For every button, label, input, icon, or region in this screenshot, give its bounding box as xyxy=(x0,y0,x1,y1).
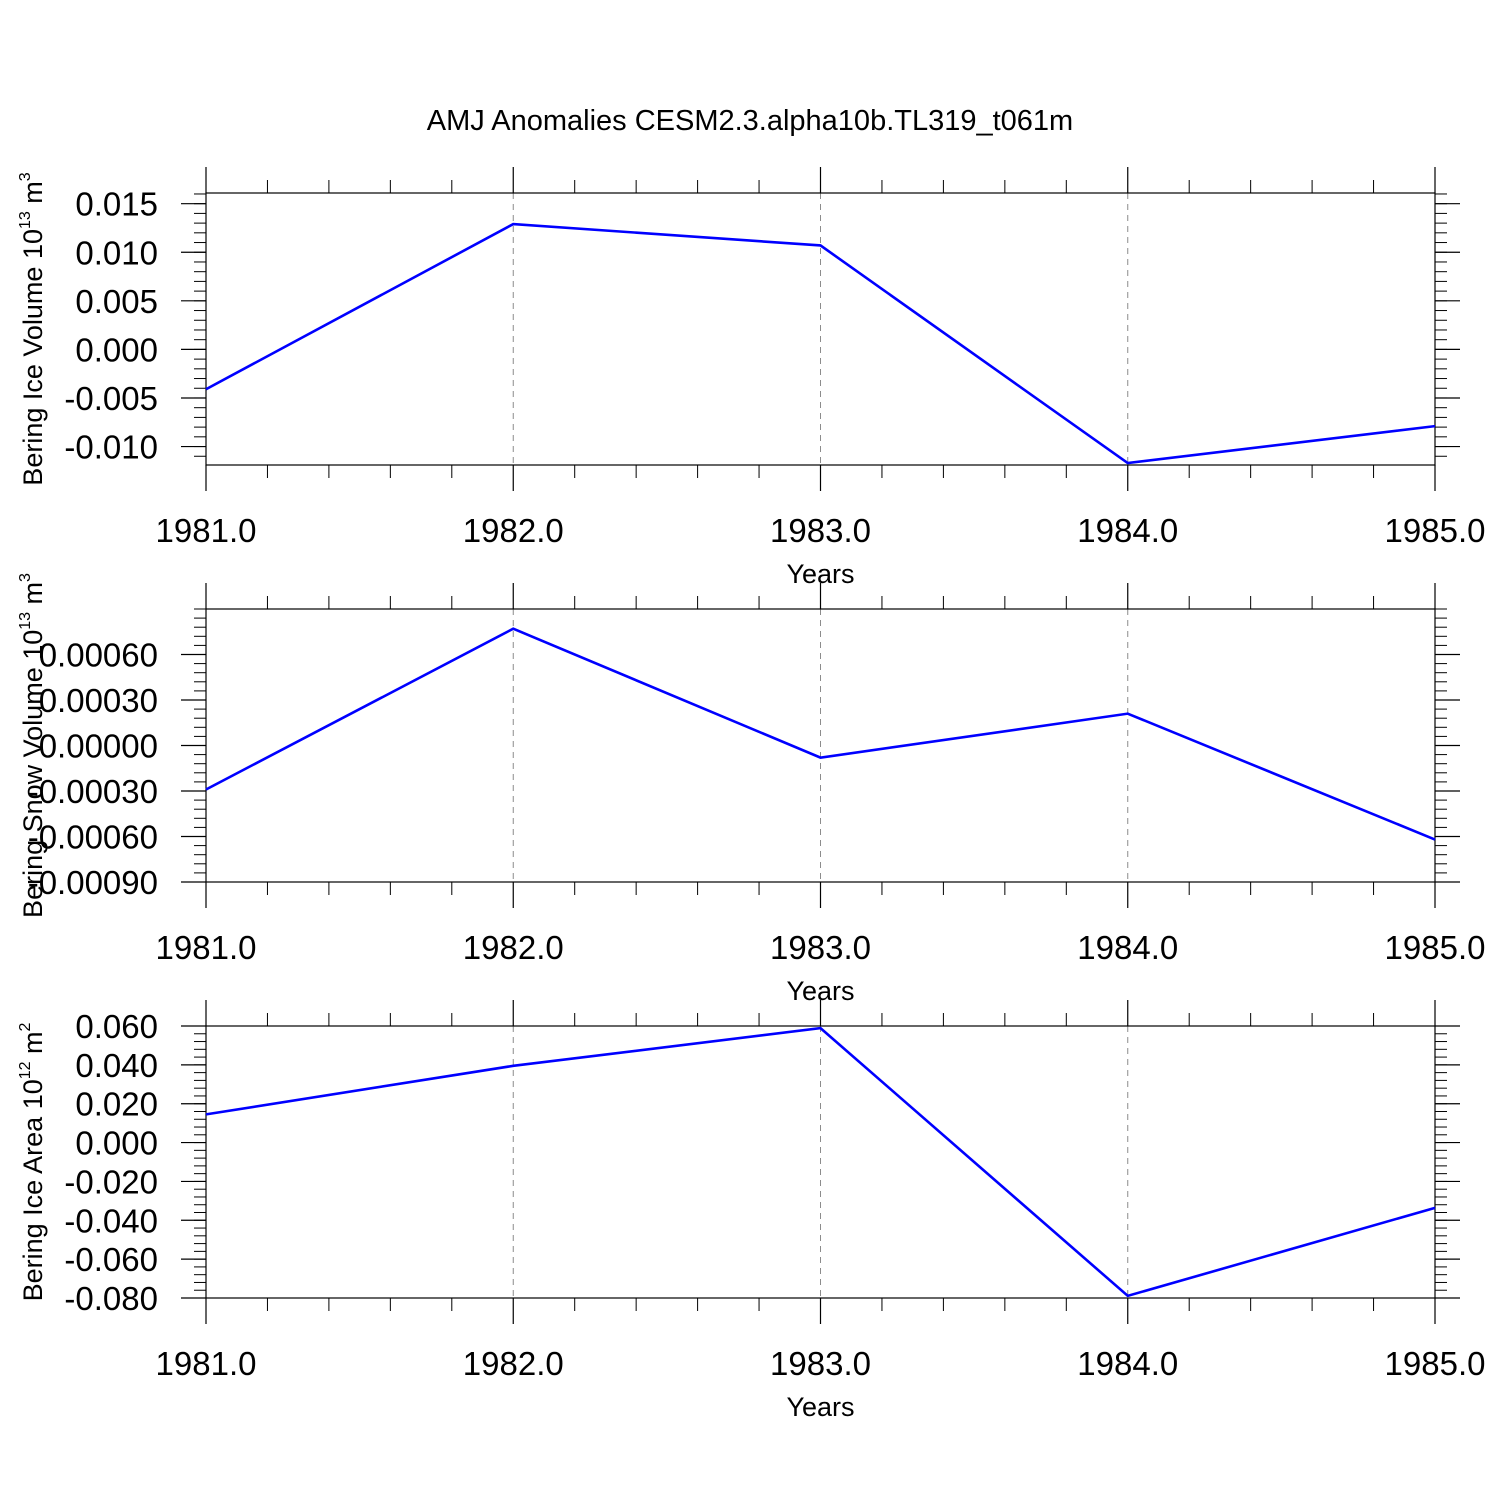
y-tick-label: -0.040 xyxy=(64,1202,158,1239)
y-tick-label: 0.00000 xyxy=(39,728,158,765)
x-tick-label: 1981.0 xyxy=(156,512,257,549)
y-tick-label: -0.005 xyxy=(64,380,158,417)
y-tick-label: 0.00030 xyxy=(39,682,158,719)
y-axis-label: Bering Ice Area 1012 m2 xyxy=(17,1022,48,1301)
y-axis-label-text: m xyxy=(18,1031,48,1061)
y-tick-label: -0.080 xyxy=(64,1280,158,1317)
x-tick-label: 1982.0 xyxy=(463,1345,564,1382)
y-tick-label: -0.00090 xyxy=(28,864,158,901)
y-tick-label: 0.020 xyxy=(75,1086,158,1123)
y-tick-label: 0.005 xyxy=(75,283,158,320)
x-tick-label: 1985.0 xyxy=(1385,1345,1486,1382)
y-axis-label: Bering Snow Volume 1013 m3 xyxy=(17,573,48,918)
x-tick-label: 1981.0 xyxy=(156,1345,257,1382)
x-tick-label: 1984.0 xyxy=(1077,1345,1178,1382)
x-tick-label: 1983.0 xyxy=(770,1345,871,1382)
y-tick-label: 0.010 xyxy=(75,234,158,271)
x-tick-label: 1985.0 xyxy=(1385,512,1486,549)
x-tick-label: 1983.0 xyxy=(770,929,871,966)
y-axis-label-text: Bering Ice Volume 10 xyxy=(18,229,48,486)
x-tick-label: 1984.0 xyxy=(1077,929,1178,966)
y-axis-label-text: Bering Ice Area 10 xyxy=(18,1079,48,1301)
y-axis-label-text: m xyxy=(18,181,48,211)
x-tick-label: 1981.0 xyxy=(156,929,257,966)
y-axis-label-superscript: 13 xyxy=(17,612,34,630)
x-tick-label: 1984.0 xyxy=(1077,512,1178,549)
x-tick-label: 1985.0 xyxy=(1385,929,1486,966)
y-tick-label: 0.000 xyxy=(75,331,158,368)
y-axis-label: Bering Ice Volume 1013 m3 xyxy=(17,172,48,485)
y-tick-label: -0.00030 xyxy=(28,773,158,810)
y-axis-label-text: m xyxy=(18,582,48,612)
y-tick-label: -0.00060 xyxy=(28,819,158,856)
y-tick-label: -0.010 xyxy=(64,429,158,466)
x-axis-label: Years xyxy=(786,1392,854,1422)
panel-3: 0.0600.0400.0200.000-0.020-0.040-0.060-0… xyxy=(17,1000,1485,1422)
y-axis-label-superscript: 3 xyxy=(17,172,34,181)
y-tick-label: -0.020 xyxy=(64,1163,158,1200)
x-tick-label: 1983.0 xyxy=(770,512,871,549)
y-tick-label: 0.015 xyxy=(75,186,158,223)
y-axis-label-text: Bering Snow Volume 10 xyxy=(18,630,48,918)
y-tick-label: 0.040 xyxy=(75,1047,158,1084)
y-tick-label: -0.060 xyxy=(64,1241,158,1278)
x-tick-label: 1982.0 xyxy=(463,512,564,549)
panel-2: 0.00060 0.00030 0.00000 -0.00030 -0.00060 -0.… xyxy=(17,573,1485,1006)
chart-title: AMJ Anomalies CESM2.3.alpha10b.TL319_t06… xyxy=(427,105,1073,137)
x-tick-label: 1982.0 xyxy=(463,929,564,966)
y-tick-label: 0.000 xyxy=(75,1125,158,1162)
y-axis-label-superscript: 13 xyxy=(17,211,34,229)
panels-group: 0.015 0.010 0.005 0.000 -0.005 -0.010 1981.0 19… xyxy=(17,167,1485,1422)
y-tick-label: 0.00060 xyxy=(39,637,158,674)
y-tick-label: 0.060 xyxy=(75,1008,158,1045)
y-axis-label-superscript: 2 xyxy=(17,1022,34,1031)
y-axis-label-superscript: 12 xyxy=(17,1061,34,1079)
y-axis-label-superscript: 3 xyxy=(17,573,34,582)
panel-1: 0.015 0.010 0.005 0.000 -0.005 -0.010 1981.0 19… xyxy=(17,167,1485,589)
